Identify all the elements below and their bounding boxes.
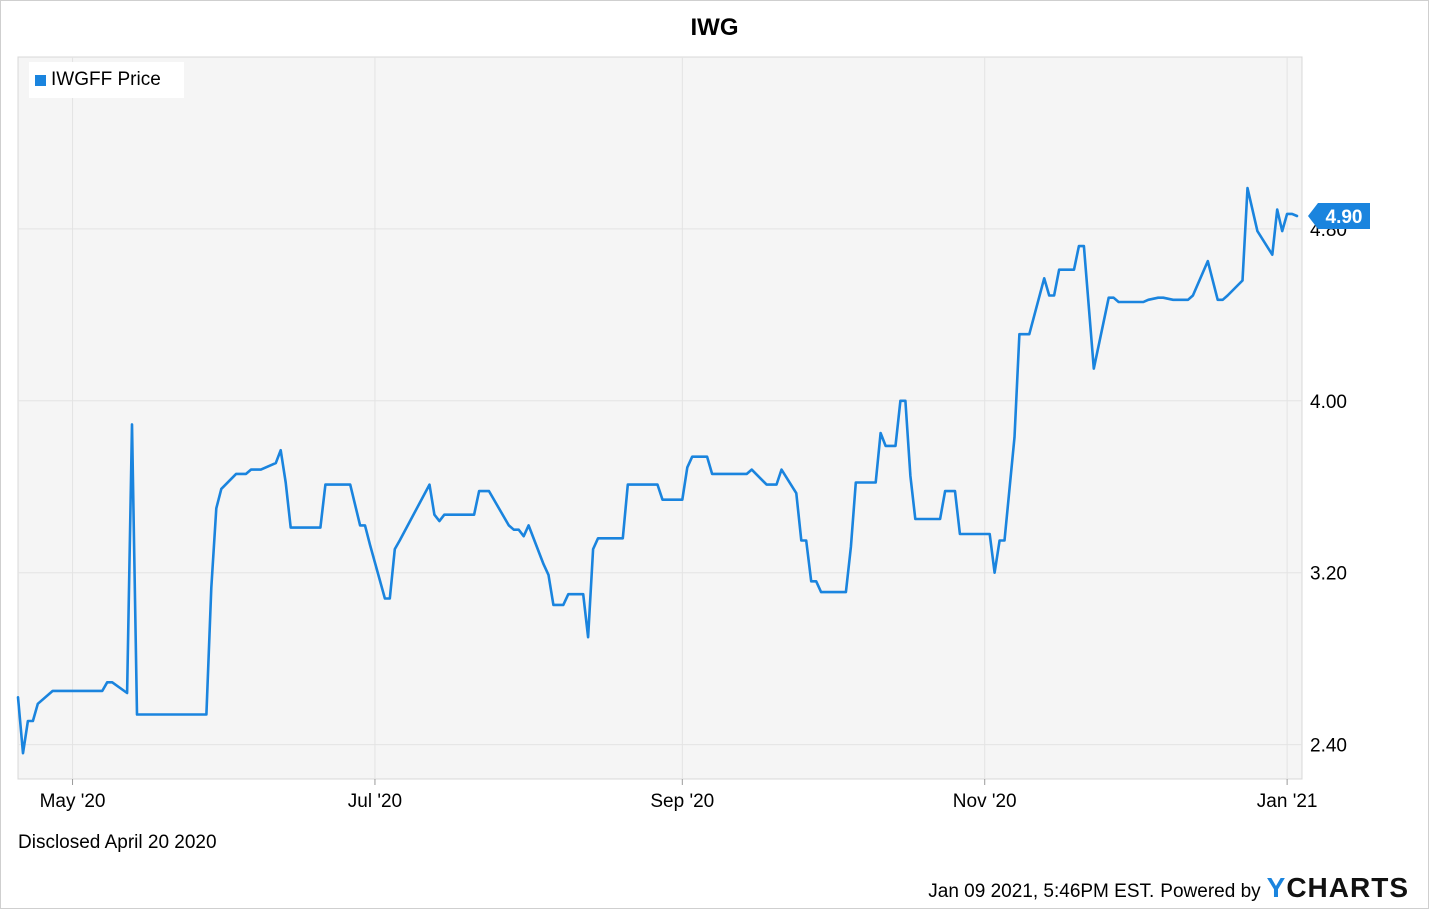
plot-area — [17, 56, 1303, 780]
x-tick-label: May '20 — [40, 791, 106, 812]
last-value-label: 4.90 — [1326, 207, 1363, 228]
footer-powered-by: Powered by — [1160, 881, 1261, 902]
legend-swatch — [35, 74, 46, 86]
brand-first: Y — [1266, 872, 1287, 903]
x-tick-label: Sep '20 — [650, 791, 714, 812]
brand-rest: CHARTS — [1286, 872, 1409, 903]
last-value-flag — [1308, 203, 1370, 230]
x-tick-label: Jan '21 — [1257, 791, 1318, 812]
last-value-marker: 4.90 — [1308, 203, 1370, 230]
legend-label: IWGFF Price — [51, 69, 161, 90]
y-tick-label: 2.40 — [1310, 736, 1347, 757]
x-tick-label: Jul '20 — [348, 791, 402, 812]
footer-timestamp: Jan 09 2021, 5:46PM EST. — [928, 881, 1155, 902]
ycharts-logo[interactable]: YCHARTS — [1267, 872, 1409, 904]
chart-title: IWG — [690, 14, 739, 41]
footer: Jan 09 2021, 5:46PM EST. Powered by YCHA… — [928, 872, 1409, 904]
price-line — [16, 186, 1299, 755]
disclosure-note: Disclosed April 20 2020 — [18, 832, 217, 853]
legend[interactable]: IWGFF Price — [29, 62, 184, 98]
x-tick-label: Nov '20 — [953, 791, 1017, 812]
y-tick-label: 3.20 — [1310, 564, 1347, 585]
y-tick-label: 4.00 — [1310, 392, 1347, 413]
